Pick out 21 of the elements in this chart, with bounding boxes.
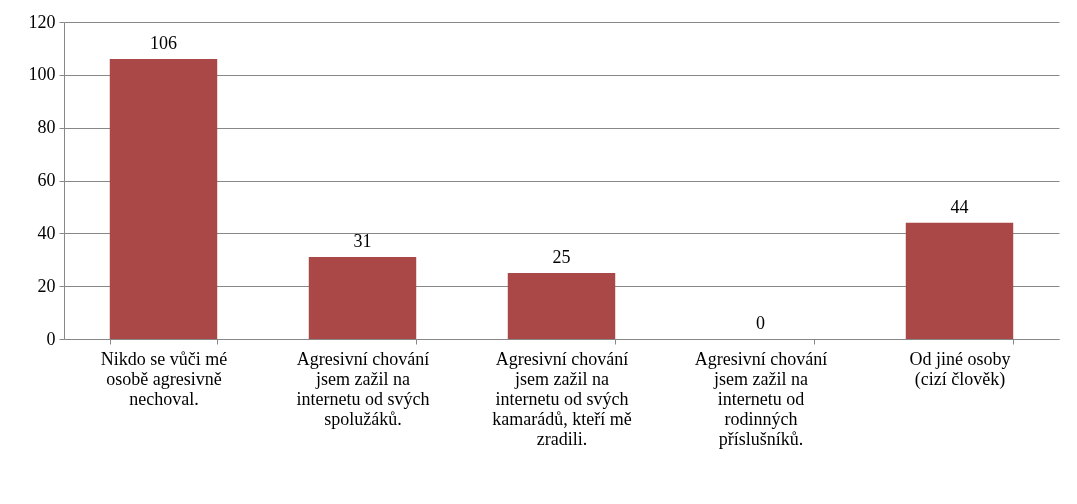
- data-label: 106: [150, 32, 177, 53]
- y-tick-label: 80: [37, 117, 56, 138]
- y-tick-label: 60: [37, 170, 56, 190]
- y-tick-label: 40: [37, 222, 56, 243]
- bar: [308, 257, 417, 339]
- y-tick-label: 0: [46, 328, 56, 349]
- x-tick-label: Agresivní chování jsem zažil na internetu od svých kamarádů, kteří mě zradili.: [492, 348, 632, 449]
- bar: [507, 272, 616, 339]
- y-tick-label: 100: [28, 64, 56, 85]
- bar: [109, 58, 218, 339]
- data-label: 25: [552, 246, 571, 267]
- y-tick-label: 120: [28, 11, 56, 32]
- x-tick-label: Nikdo se vůči mé osobě agresivně nechoval.: [100, 348, 228, 409]
- x-tick-label: Agresivní chování jsem zažil na internetu od svých spolužáků.: [296, 348, 430, 429]
- data-label: 31: [353, 231, 372, 252]
- x-tick-label: Agresivní chování jsem zažil na internetu od rodinných příslušníků.: [694, 348, 828, 449]
- data-label: 44: [950, 196, 969, 217]
- bar: [905, 222, 1014, 339]
- x-tick-label: Od jiné osoby (cizí člověk): [909, 348, 1011, 390]
- data-label: 0: [756, 313, 765, 333]
- y-tick-label: 20: [37, 275, 56, 296]
